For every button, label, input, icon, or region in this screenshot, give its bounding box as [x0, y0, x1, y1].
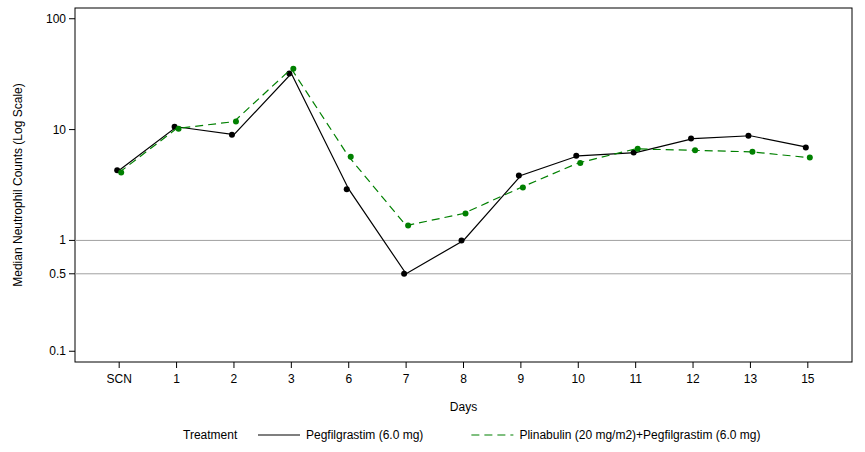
x-tick-label: 12	[686, 372, 700, 386]
y-tick-label: 10	[53, 123, 67, 137]
series-group	[114, 66, 813, 277]
x-tick	[520, 362, 521, 368]
x-tick-label: 6	[345, 372, 352, 386]
series-marker	[459, 237, 465, 243]
x-tick-label: SCN	[107, 372, 132, 386]
x-tick	[176, 362, 177, 368]
y-axis-label: Median Neutrophil Counts (Log Scale)	[11, 83, 25, 286]
x-tick	[463, 362, 464, 368]
series-marker	[405, 223, 411, 229]
x-tick-label: 1	[173, 372, 180, 386]
series-marker	[692, 147, 698, 153]
series-marker	[516, 173, 522, 179]
x-tick-label: 9	[518, 372, 525, 386]
x-tick-label: 11	[629, 372, 642, 386]
series-marker	[749, 149, 755, 155]
series-marker	[344, 186, 350, 192]
series-marker	[577, 160, 583, 166]
x-tick-label: 15	[801, 372, 815, 386]
legend-label: Pegfilgrastim (6.0 mg)	[306, 428, 423, 442]
series-marker	[807, 154, 813, 160]
legend-title: Treatment	[183, 428, 238, 442]
x-tick-label: 10	[572, 372, 586, 386]
x-tick	[406, 362, 407, 368]
legend-swatch	[471, 434, 513, 435]
series-marker	[688, 136, 694, 142]
series-marker	[176, 126, 182, 132]
x-tick	[233, 362, 234, 368]
series-marker	[463, 210, 469, 216]
chart-svg: 0.10.5110100SCN12367891011121315DaysMedi…	[0, 0, 865, 452]
series-marker	[745, 133, 751, 139]
legend-swatch	[258, 434, 300, 435]
series-marker	[118, 169, 124, 175]
series-marker	[233, 119, 239, 125]
y-tick	[69, 18, 75, 19]
x-tick	[807, 362, 808, 368]
y-tick-label: 0.1	[49, 344, 66, 358]
series-line	[119, 69, 808, 226]
chart-container: 0.10.5110100SCN12367891011121315DaysMedi…	[0, 0, 865, 452]
x-tick	[750, 362, 751, 368]
series-marker	[635, 146, 641, 152]
legend-label: Plinabulin (20 mg/m2)+Pegfilgrastim (6.0…	[519, 428, 760, 442]
series-marker	[401, 271, 407, 277]
series-marker	[803, 144, 809, 150]
x-tick	[119, 362, 120, 368]
x-tick	[693, 362, 694, 368]
x-tick-label: 8	[460, 372, 467, 386]
reference-line	[75, 273, 852, 274]
series-line	[119, 74, 808, 274]
series-marker	[229, 132, 235, 138]
y-tick	[69, 273, 75, 274]
y-tick	[69, 240, 75, 241]
series-marker	[520, 185, 526, 191]
series-marker	[348, 154, 354, 160]
series-marker	[290, 66, 296, 72]
x-tick-label: 13	[744, 372, 758, 386]
y-tick-label: 0.5	[49, 267, 66, 281]
x-tick-label: 2	[231, 372, 238, 386]
y-tick	[69, 351, 75, 352]
x-tick-label: 3	[288, 372, 295, 386]
y-tick-label: 100	[46, 12, 66, 26]
x-tick	[291, 362, 292, 368]
y-tick	[69, 129, 75, 130]
x-tick	[578, 362, 579, 368]
x-tick	[348, 362, 349, 368]
x-tick	[635, 362, 636, 368]
series-marker	[286, 71, 292, 77]
y-tick-label: 1	[59, 233, 66, 247]
x-tick-label: 7	[403, 372, 410, 386]
series-marker	[573, 153, 579, 159]
plot-frame	[75, 8, 852, 362]
x-axis-label: Days	[450, 400, 477, 414]
